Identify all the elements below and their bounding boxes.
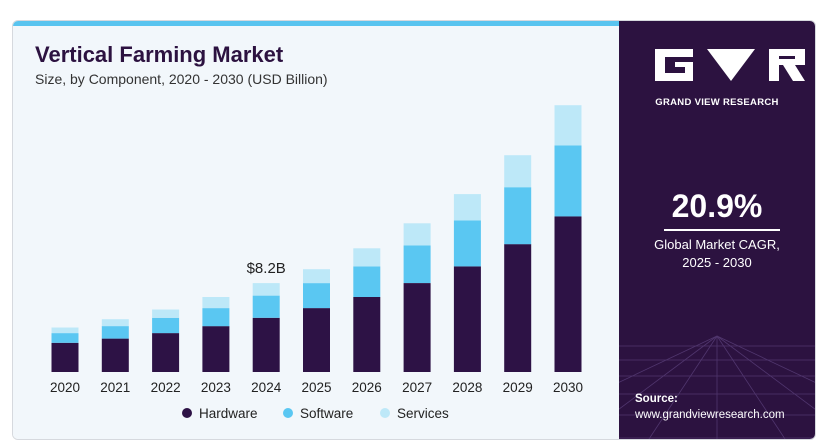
bar-hardware-2024 (252, 317, 280, 372)
bar-software-2025 (303, 283, 330, 309)
bar-services-2025 (303, 269, 330, 284)
legend-swatch-hardware (182, 408, 192, 418)
bar-services-2020 (51, 327, 79, 334)
bar-hardware-2030 (554, 216, 582, 372)
x-tick-label: 2026 (352, 380, 382, 395)
bar-software-2022 (152, 317, 180, 334)
bar-hardware-2023 (202, 326, 230, 372)
x-tick-label: 2025 (301, 380, 331, 395)
brand-name: GRAND VIEW RESEARCH (655, 97, 779, 108)
x-tick-label: 2027 (402, 380, 432, 395)
bar-services-2028 (453, 194, 481, 221)
bar-hardware-2026 (353, 297, 381, 372)
grid-floor-decoration (619, 335, 815, 439)
gvr-logo-icon (655, 49, 805, 81)
report-card: Vertical Farming Market Size, by Compone… (12, 20, 816, 440)
bar-hardware-2029 (504, 244, 532, 372)
cagr-label: Global Market CAGR, 2025 - 2030 (619, 236, 815, 272)
legend-swatch-services (380, 408, 390, 418)
bar-software-2029 (504, 187, 532, 245)
bar-services-2021 (101, 319, 129, 327)
x-tick-label: 2020 (50, 380, 80, 395)
source-label: Source: (635, 393, 678, 405)
cagr-value: 20.9% (671, 188, 763, 224)
bar-services-2023 (202, 297, 230, 309)
x-tick-label: 2022 (151, 380, 181, 395)
bar-software-2024 (252, 295, 280, 318)
chart-subtitle: Size, by Component, 2020 - 2030 (USD Bil… (35, 71, 328, 87)
bar-services-2027 (403, 223, 431, 246)
x-tick-label: 2024 (251, 380, 282, 395)
bar-services-2022 (152, 309, 180, 318)
bar-software-2021 (101, 326, 129, 339)
x-tick-label: 2021 (100, 380, 130, 395)
stacked-bar-chart: 2020 2021 2022 2023 2024 $8.2B 2025 2026 2027 202… (50, 105, 583, 421)
bar-hardware-2021 (101, 338, 129, 372)
bar-software-2030 (554, 145, 582, 217)
x-tick-label: 2028 (452, 380, 482, 395)
legend-label-software: Software (300, 406, 353, 421)
legend-swatch-software (283, 408, 293, 418)
x-tick-label: 2023 (201, 380, 231, 395)
legend-label-hardware: Hardware (199, 406, 258, 421)
cagr-label-line2: 2025 - 2030 (682, 255, 752, 270)
bar-services-2026 (353, 248, 381, 267)
bar-software-2028 (453, 220, 481, 267)
bar-software-2020 (51, 333, 79, 343)
cagr-label-line1: Global Market CAGR, (654, 237, 780, 252)
brand-panel: GRAND VIEW RESEARCH 20.9% Global Market … (619, 21, 815, 439)
bar-hardware-2025 (303, 308, 330, 372)
bar-software-2027 (403, 245, 431, 283)
chart-title: Vertical Farming Market (35, 42, 284, 67)
bar-hardware-2022 (152, 333, 180, 372)
bar-hardware-2020 (51, 342, 79, 372)
bar-hardware-2028 (453, 266, 481, 372)
accent-bar (13, 21, 619, 26)
bar-hardware-2027 (403, 283, 431, 372)
bar-software-2026 (353, 266, 381, 297)
bar-services-2024 (252, 283, 280, 296)
data-label-2024: $8.2B (247, 260, 286, 277)
source-url[interactable]: www.grandviewresearch.com (635, 409, 785, 421)
x-tick-label: 2029 (503, 380, 533, 395)
bar-services-2029 (504, 155, 532, 188)
x-tick-label: 2030 (553, 380, 583, 395)
bar-services-2030 (554, 105, 582, 146)
bar-software-2023 (202, 308, 230, 327)
cagr-divider (664, 229, 780, 231)
legend-label-services: Services (397, 406, 449, 421)
